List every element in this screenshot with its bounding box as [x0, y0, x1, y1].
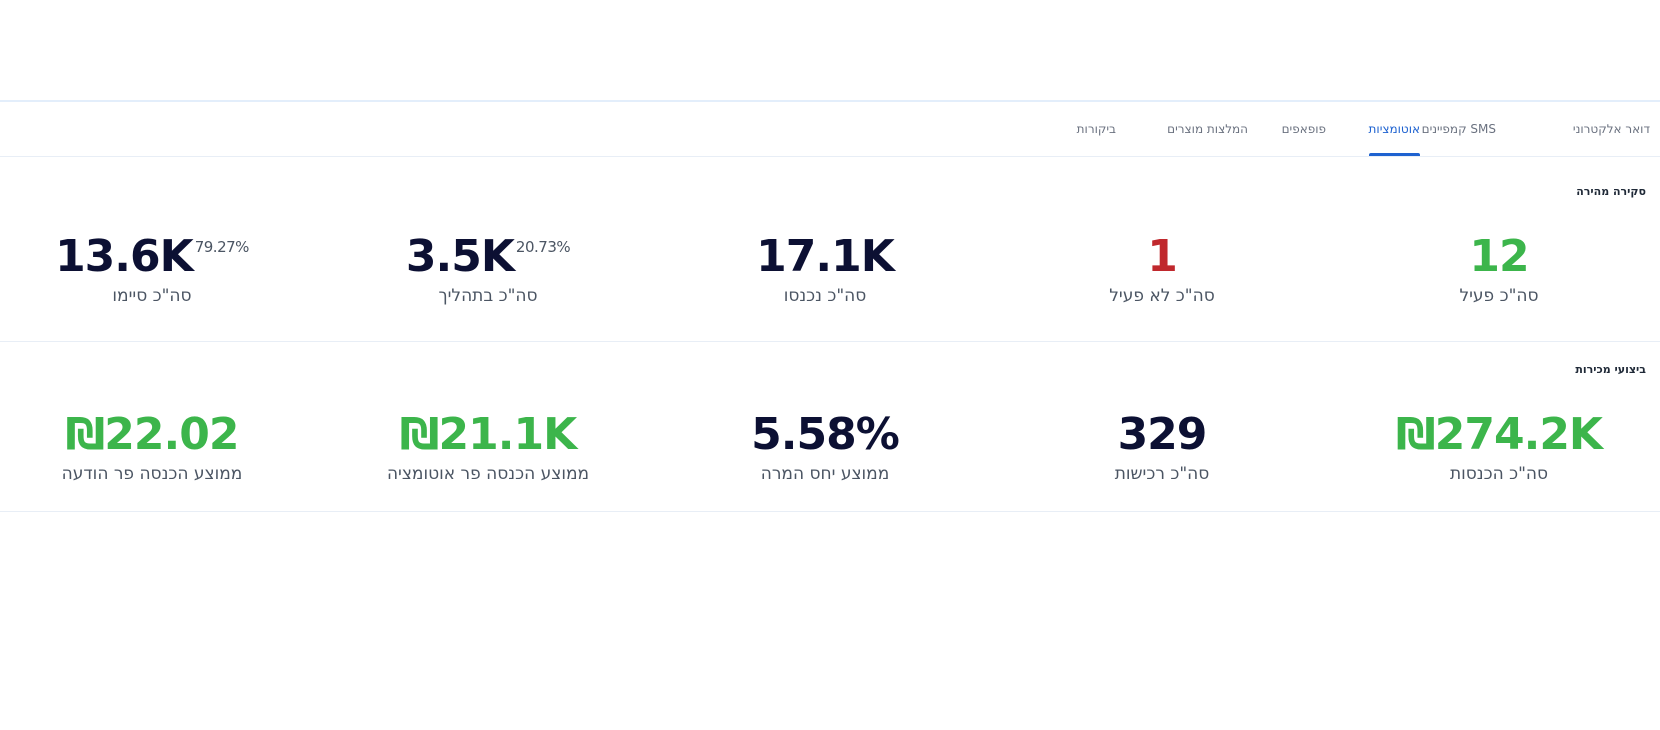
top-bar — [0, 0, 1660, 102]
stat-value: ₪21.1K — [399, 409, 577, 460]
stat-label: סה"כ בתהליך — [438, 286, 538, 306]
tab-reviews[interactable]: ביקורות — [1077, 102, 1116, 156]
stat-label: ממוצע יחס המרה — [760, 464, 890, 484]
stat-value: ₪22.02 — [65, 409, 240, 460]
stat-label: סה"כ לא פעיל — [1109, 286, 1215, 306]
stat-label: ממוצע הכנסה פר אוטומציה — [386, 464, 590, 484]
tab-email[interactable]: דואר אלקטרוני — [1573, 102, 1650, 156]
stat-value: 17.1K — [756, 231, 895, 282]
stat-label: סה"כ הכנסות — [1449, 464, 1549, 484]
stat-label: ממוצע הכנסה פר הודעה — [61, 464, 243, 484]
stat-label: סה"כ רכישות — [1114, 464, 1210, 484]
overview-section-title: סקירה מהירה — [1576, 185, 1646, 198]
stat-avg-conversion: 5.58% ממוצע יחס המרה — [675, 409, 975, 485]
stat-label: סה"כ נכנסו — [783, 286, 867, 306]
stat-value: 1 — [1147, 231, 1178, 282]
tab-label: ביקורות — [1076, 122, 1116, 136]
stat-avg-revenue-per-message: ₪22.02 ממוצע הכנסה פר הודעה — [2, 409, 302, 485]
tab-automations[interactable]: אוטומציות — [1368, 102, 1420, 156]
stat-value: 329 — [1117, 409, 1208, 460]
tab-sms-campaigns[interactable]: קמפיינים SMS — [1422, 102, 1496, 156]
tab-popups[interactable]: פופאפים — [1282, 102, 1326, 156]
stat-percentage: 20.73% — [515, 238, 571, 256]
tab-product-recommendations[interactable]: המלצות מוצרים — [1167, 102, 1248, 156]
section-divider — [0, 341, 1660, 342]
stat-total-purchases: 329 סה"כ רכישות — [1012, 409, 1312, 485]
stat-total-completed: 13.6K 79.27% סה"כ סיימו — [2, 231, 302, 307]
section-divider — [0, 511, 1660, 512]
stat-value: 5.58% — [751, 409, 900, 460]
channel-tabs: דואר אלקטרוני קמפיינים SMS אוטומציות פופ… — [0, 102, 1660, 157]
stat-total-active: 12 סה"כ פעיל — [1349, 231, 1649, 307]
stat-label: סה"כ סיימו — [112, 286, 192, 306]
stat-percentage: 79.27% — [194, 238, 250, 256]
stat-value: 3.5K — [405, 231, 515, 282]
tab-label: דואר אלקטרוני — [1572, 122, 1650, 136]
stat-avg-revenue-per-automation: ₪21.1K ממוצע הכנסה פר אוטומציה — [338, 409, 638, 485]
active-tab-indicator — [1368, 153, 1420, 156]
stat-total-inactive: 1 סה"כ לא פעיל — [1012, 231, 1312, 307]
tab-label: קמפיינים SMS — [1421, 122, 1496, 136]
stat-label: סה"כ פעיל — [1459, 286, 1539, 306]
tab-label: אוטומציות — [1368, 122, 1420, 136]
stat-total-revenue: ₪274.2K סה"כ הכנסות — [1349, 409, 1649, 485]
tab-label: פופאפים — [1281, 122, 1326, 136]
tab-label: המלצות מוצרים — [1167, 122, 1248, 136]
stat-total-in-progress: 3.5K 20.73% סה"כ בתהליך — [338, 231, 638, 307]
stat-value: 13.6K — [55, 231, 194, 282]
sales-section-title: ביצועי מכירות — [1575, 363, 1646, 376]
stat-total-entered: 17.1K סה"כ נכנסו — [675, 231, 975, 307]
stat-value: 12 — [1469, 231, 1529, 282]
stat-value: ₪274.2K — [1395, 409, 1603, 460]
